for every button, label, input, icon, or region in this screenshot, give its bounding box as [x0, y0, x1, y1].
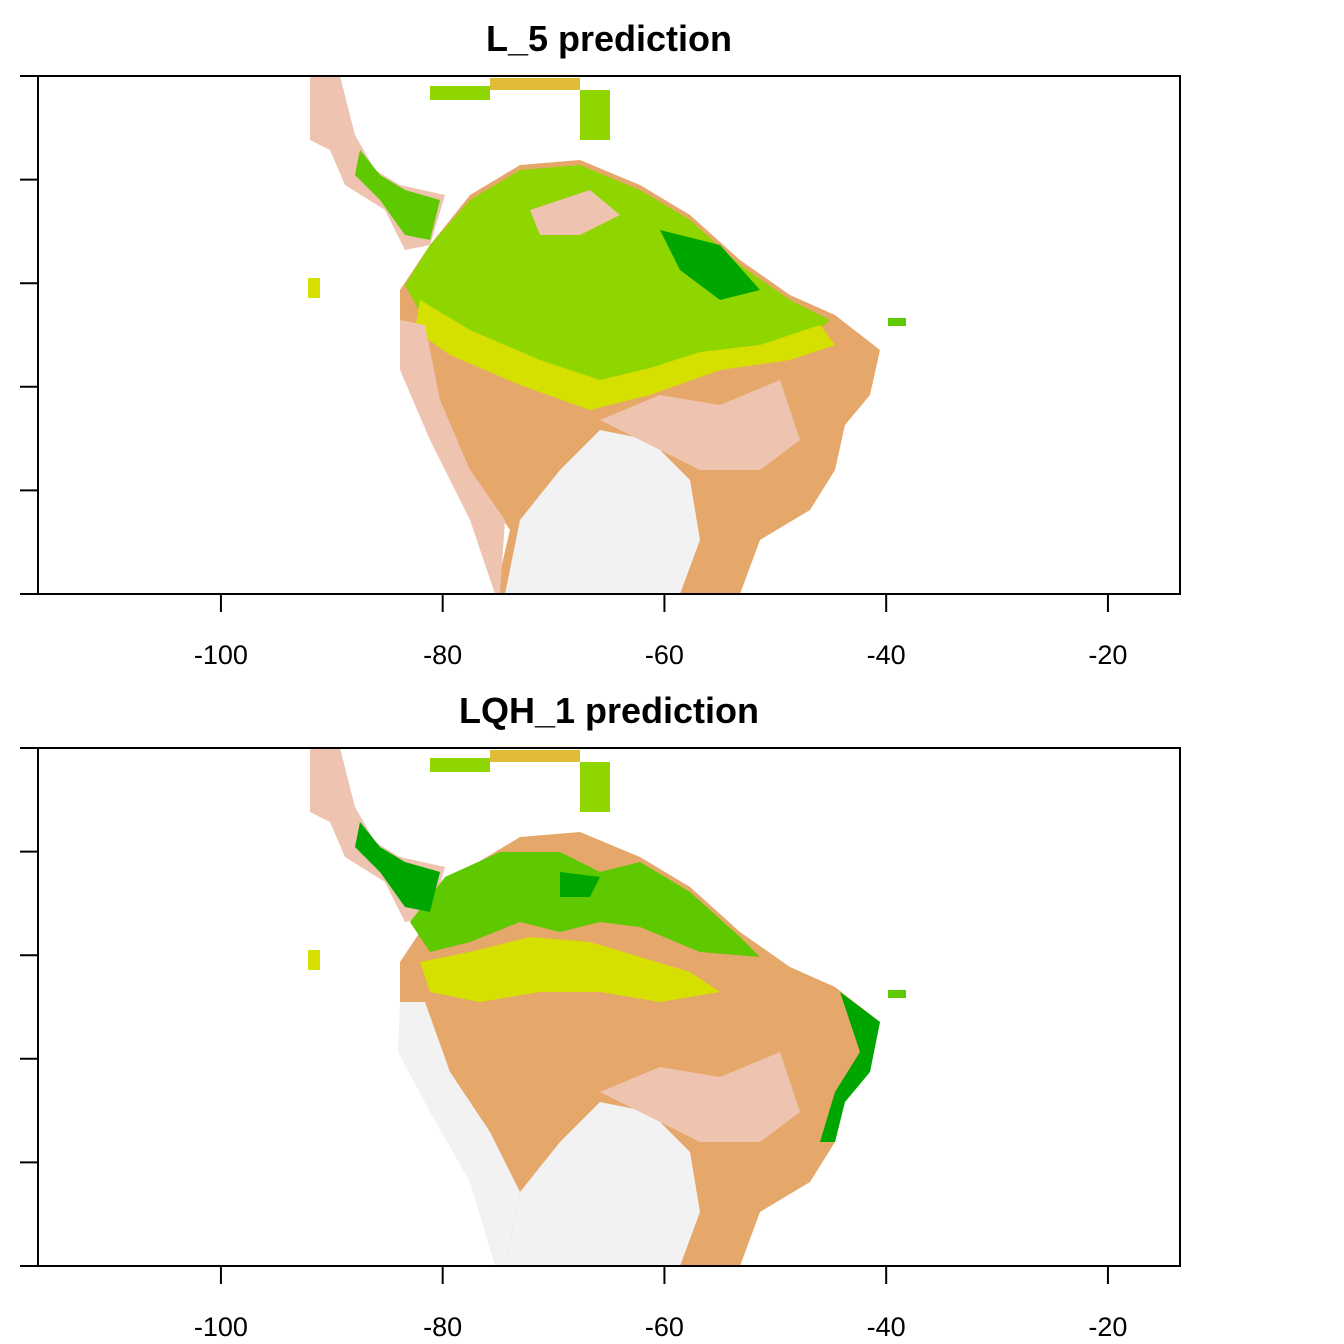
- raster-region-islands: [888, 318, 906, 326]
- chart-panel-lqh1: LQH_1 prediction -100 -80 -60 -40 -20: [0, 672, 1344, 1344]
- x-tick-label: -20: [1088, 640, 1127, 670]
- raster-region-high: [820, 992, 880, 1142]
- raster-region-islands: [490, 750, 580, 762]
- x-tick-label: -100: [194, 1312, 248, 1342]
- raster-region-islands: [308, 278, 320, 298]
- raster-region-islands: [580, 762, 610, 812]
- x-tick-label: -100: [194, 640, 248, 670]
- raster-region-mid: [415, 300, 835, 410]
- raster-region-islands: [888, 990, 906, 998]
- raster-region-high: [560, 872, 600, 897]
- x-tick-label: -80: [423, 1312, 462, 1342]
- plot-area: -100 -80 -60 -40 -20: [20, 747, 1181, 1342]
- raster-region-high: [410, 852, 760, 957]
- raster-region-mid: [420, 937, 720, 1002]
- x-tick-label: -60: [645, 1312, 684, 1342]
- raster-layer: [308, 748, 906, 1266]
- chart-title: LQH_1 prediction: [458, 690, 760, 731]
- raster-region-islands: [490, 78, 580, 90]
- raster-region-high: [355, 822, 440, 912]
- raster-layer: [308, 76, 906, 594]
- x-tick-label: -60: [645, 640, 684, 670]
- raster-region-low: [398, 1002, 520, 1266]
- raster-region-islands: [308, 950, 320, 970]
- raster-region-low: [530, 190, 620, 235]
- raster-region-high: [355, 150, 440, 240]
- raster-region-low: [600, 380, 800, 470]
- raster-region-high: [405, 165, 830, 395]
- x-tick-label: -40: [867, 640, 906, 670]
- x-tick-label: -80: [423, 640, 462, 670]
- chart-title: L_5 prediction: [485, 18, 733, 59]
- raster-region-low: [400, 320, 505, 594]
- chart-panel-l5: L_5 prediction -100 -80 -60 -40 -20: [20, 18, 1181, 670]
- plot-area: -100 -80 -60 -40 -20: [20, 75, 1181, 670]
- raster-region-islands: [430, 86, 490, 100]
- x-tick-label: -40: [867, 1312, 906, 1342]
- raster-region-low: [505, 1102, 700, 1266]
- plot-frame: [37, 747, 1181, 1267]
- raster-region-low: [600, 1052, 800, 1142]
- raster-region-islands: [580, 90, 610, 140]
- plot-frame: [37, 75, 1181, 595]
- raster-region-islands: [430, 758, 490, 772]
- raster-region-low: [505, 430, 700, 594]
- raster-region-high: [660, 230, 760, 300]
- x-tick-label: -20: [1088, 1312, 1127, 1342]
